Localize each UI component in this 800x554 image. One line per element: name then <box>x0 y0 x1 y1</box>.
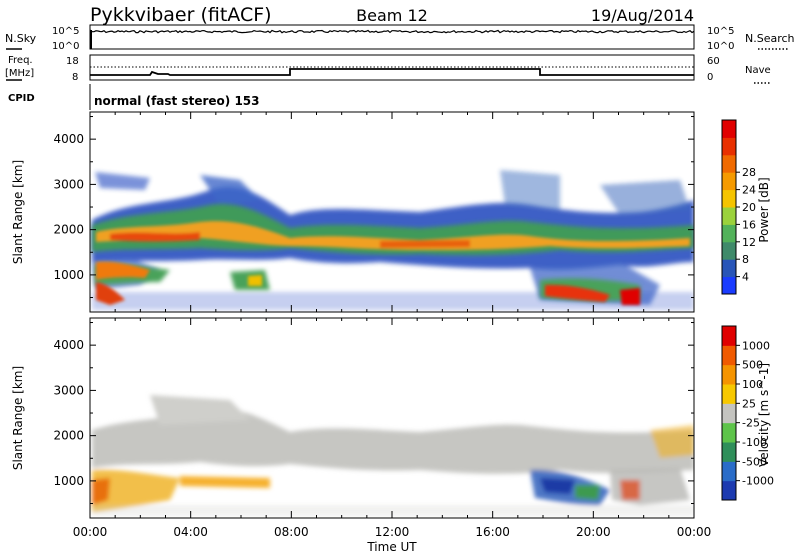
xtick-label: 04:00 <box>173 525 208 539</box>
colorbar-tick-label: 25 <box>742 397 756 410</box>
power-xaxis <box>89 112 695 312</box>
xtick-label: 00:00 <box>677 525 712 539</box>
colorbar-swatch <box>722 189 736 208</box>
nave-tick-top: 60 <box>707 56 720 67</box>
colorbar-swatch <box>722 120 736 138</box>
colorbar-swatch <box>722 276 736 295</box>
colorbar-swatch <box>722 403 736 424</box>
ytick-label: 2000 <box>53 223 84 237</box>
colorbar-tick-label: 24 <box>742 184 756 197</box>
colorbar-swatch <box>722 345 736 366</box>
colorbar-tick-label: -100 <box>742 436 767 449</box>
ytick-label: 2000 <box>53 429 84 443</box>
colorbar-tick-label: -500 <box>742 455 767 468</box>
power-colorbar-label: Power [dB] <box>757 177 771 242</box>
xtick-label: 12:00 <box>375 525 410 539</box>
colorbar-frame <box>721 325 737 501</box>
nsky-label: N.Sky <box>5 32 37 45</box>
colorbar-swatch <box>722 154 736 173</box>
colorbar-swatch <box>722 259 736 278</box>
beam-label: Beam 12 <box>356 6 428 25</box>
cpid-label: CPID <box>8 93 35 104</box>
colorbar-swatch <box>722 326 736 346</box>
power-ylabel: Slant Range [km] <box>11 160 25 264</box>
ytick-label: 1000 <box>53 474 84 488</box>
nsearch-label: N.Search <box>745 32 795 45</box>
colorbar-swatch <box>722 241 736 260</box>
colorbar-tick-label: 4 <box>742 271 749 284</box>
ytick-label: 3000 <box>53 177 84 191</box>
colorbar-tick-label: 100 <box>742 378 763 391</box>
colorbar-swatch <box>722 480 736 501</box>
velocity-yaxis: 1000 2000 3000 4000 <box>53 322 694 505</box>
colorbar-swatch <box>722 207 736 225</box>
colorbar-tick-label: 1000 <box>742 339 770 352</box>
colorbar-swatch <box>722 137 736 156</box>
date-label: 19/Aug/2014 <box>591 6 694 25</box>
colorbar-tick-label: 20 <box>742 201 756 214</box>
ytick-label: 3000 <box>53 383 84 397</box>
colorbar-swatch <box>722 461 736 482</box>
xtick-label: 00:00 <box>73 525 108 539</box>
freq-tick-top: 18 <box>66 56 79 67</box>
xtick-label: 20:00 <box>576 525 611 539</box>
power-heatmap <box>90 112 694 312</box>
xtick-label: 08:00 <box>274 525 309 539</box>
nsky-trace <box>89 29 695 34</box>
freq-tick-bottom: 8 <box>72 72 78 83</box>
ytick-label: 1000 <box>53 268 84 282</box>
colorbar-swatch <box>722 224 736 243</box>
colorbar-swatch <box>722 384 736 404</box>
velocity-colorbar-label: Velocity [m s^-1] <box>757 363 771 467</box>
nave-tick-bottom: 0 <box>707 72 713 83</box>
colorbar-swatch <box>722 442 736 462</box>
velocity-heatmap <box>90 318 694 518</box>
nsearch-tick-bottom: 10^0 <box>707 41 734 52</box>
colorbar-tick-label: -25 <box>742 417 760 430</box>
colorbar-tick-label: 8 <box>742 253 749 266</box>
freq-trace <box>90 68 694 76</box>
nave-label: Nave <box>745 65 771 76</box>
colorbar-swatch <box>722 422 736 443</box>
colorbar-tick-label: 12 <box>742 236 756 249</box>
plot-title: Pykkvibaer (fitACF) <box>90 4 272 26</box>
cpid-text: normal (fast stereo) 153 <box>94 94 260 108</box>
freq-unit-label: [MHz] <box>5 68 34 79</box>
power-yaxis: 1000 2000 3000 4000 <box>53 116 694 299</box>
xtick-label: 16:00 <box>475 525 510 539</box>
nsky-tick-bottom: 10^0 <box>52 41 79 52</box>
power-colorbar: 4 8 12 16 20 24 28 <box>721 119 756 295</box>
colorbar-tick-label: 16 <box>742 218 756 231</box>
colorbar-tick-label: 500 <box>742 359 763 372</box>
colorbar-swatch <box>722 172 736 191</box>
nsky-tick-top: 10^5 <box>52 26 79 37</box>
velocity-xlabel: Time UT <box>366 540 417 554</box>
colorbar-tick-label: -1000 <box>742 475 774 488</box>
colorbar-tick-label: 28 <box>742 166 756 179</box>
freq-label: Freq. <box>8 55 33 66</box>
colorbar-swatch <box>722 364 736 385</box>
velocity-xaxis: 00:00 04:00 08:00 12:00 16:00 20:00 00:00 <box>73 318 712 539</box>
ytick-label: 4000 <box>53 132 84 146</box>
velocity-ylabel: Slant Range [km] <box>11 366 25 470</box>
velocity-colorbar: 1000 500 100 25 -25 -100 -500 -1000 <box>721 325 774 501</box>
nsearch-tick-top: 10^5 <box>707 26 734 37</box>
nsky-panel-frame <box>89 24 695 50</box>
ytick-label: 4000 <box>53 338 84 352</box>
